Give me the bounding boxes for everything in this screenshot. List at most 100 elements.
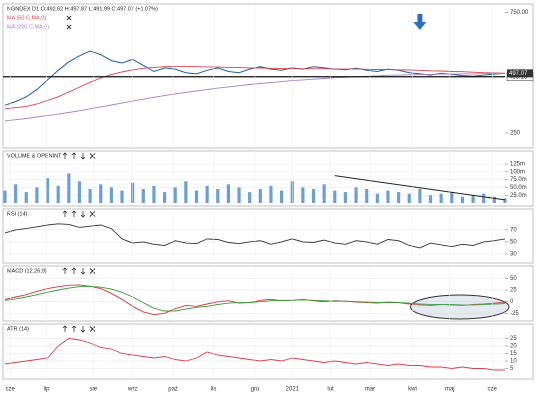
volume-bar [354,187,358,203]
x-tick-label: mar [365,387,375,393]
x-tick-label: cze [488,387,498,393]
volume-bar [194,190,199,203]
x-tick-label: lis [211,387,217,393]
legend-entry: MA (50 C,MA,0) [7,15,46,21]
volume-bar [482,193,486,203]
icon-arrow [62,152,68,159]
panel-frame [2,150,534,207]
volume-bar [205,185,209,203]
volume-bar [99,184,103,203]
volume-bar [67,173,71,203]
volume-bar [279,190,284,203]
volume-bar [162,192,167,203]
icon-arrow [71,267,77,274]
volume-bar [173,187,177,203]
icon-close [89,211,96,217]
icon-arrow [71,210,77,217]
y-tick-label: 70 [510,227,517,233]
icon-close [89,326,96,332]
volume-bar [269,185,273,203]
icon-arrow [80,211,86,218]
icon-arrow [71,152,77,159]
icon-arrow [62,325,68,332]
volume-bar [322,184,326,203]
volume-bar [35,187,39,203]
icon-arrow [80,268,86,275]
price-box [507,69,533,78]
y-tick-label: 25.0m [510,193,527,199]
y-tick-label: 75.0m [510,177,527,183]
y-tick-label: 50 [510,276,517,282]
y-tick-label: 5 [510,366,514,372]
volume-bar [333,190,337,203]
x-tick-label: sie [89,387,97,393]
x-tick-label: gru [251,387,260,393]
volume-bar [311,189,316,203]
y-tick-label: 30 [510,252,517,258]
x-tick-label: paź [168,387,178,393]
volume-bar [365,189,369,203]
y-tick-label: 250 [510,131,521,137]
volume-bar [492,196,496,203]
volume-bar [471,195,475,203]
legend-entry: MA (200 C,MA,0) [7,24,49,30]
panel-frame [2,208,534,264]
panel-title: MACD (12,26,9) [7,268,47,274]
volume-bar [237,187,241,203]
volume-bar [45,178,50,203]
volume-bar [77,181,82,203]
volume-bar [184,181,188,203]
trend-line [334,175,506,201]
y-tick-label: 50.0m [510,185,527,191]
volume-bar [216,189,220,203]
volume-bar [386,190,390,203]
volume-bar [343,192,348,203]
volume-bar [14,184,18,203]
x-tick-label: wrz [127,387,137,393]
icon-arrow [62,267,68,274]
y-tick-label: 125m [510,162,525,168]
volume-bar [503,198,507,203]
last-price-label: 497.07 [509,71,528,77]
y-tick-label: 0 [510,299,514,305]
y-tick-label: 50 [510,239,517,245]
legend-close [66,24,72,30]
panel-title: VOLUME & OPENINT [7,153,62,159]
volume-bar [24,192,28,203]
annotation-ellipse [410,294,510,320]
icon-arrow [71,325,77,332]
icon-close [89,268,96,274]
legend-close [66,15,72,21]
volume-bar [301,187,305,203]
panel-title: ATR (14) [7,326,29,332]
volume-bar [88,189,92,203]
icon-arrow [80,153,86,160]
volume-bar [120,190,124,203]
x-tick-label: lip [43,387,50,393]
volume-bar [407,193,411,203]
volume-bar [439,193,443,203]
panel-title: RSI (14) [7,211,28,217]
y-tick-label: 25 [510,336,517,342]
y-tick-label: 20 [510,344,517,350]
x-tick-label: maj [445,387,455,393]
y-tick-label: -25 [510,311,519,317]
icon-close [89,153,96,159]
panel-frame [2,3,534,149]
volume-bar [141,189,145,203]
icon-arrow [62,210,68,217]
volume-bar [3,190,7,203]
panel-frame [2,323,534,380]
y-tick-label: 100m [510,169,525,175]
volume-bar [56,185,60,203]
volume-bar [418,189,422,203]
volume-bar [450,192,454,203]
y-tick-label: 15 [510,351,517,357]
volume-bar [226,184,231,203]
x-tick-label: kwi [408,387,417,393]
y-tick-label: 750.00 [510,10,529,16]
y-tick-label: 25 [510,288,517,294]
panel-title: NGNDEX D1 O:492.62 H:497.87 L:491.99 C:4… [7,6,158,12]
volume-bar [460,196,465,203]
